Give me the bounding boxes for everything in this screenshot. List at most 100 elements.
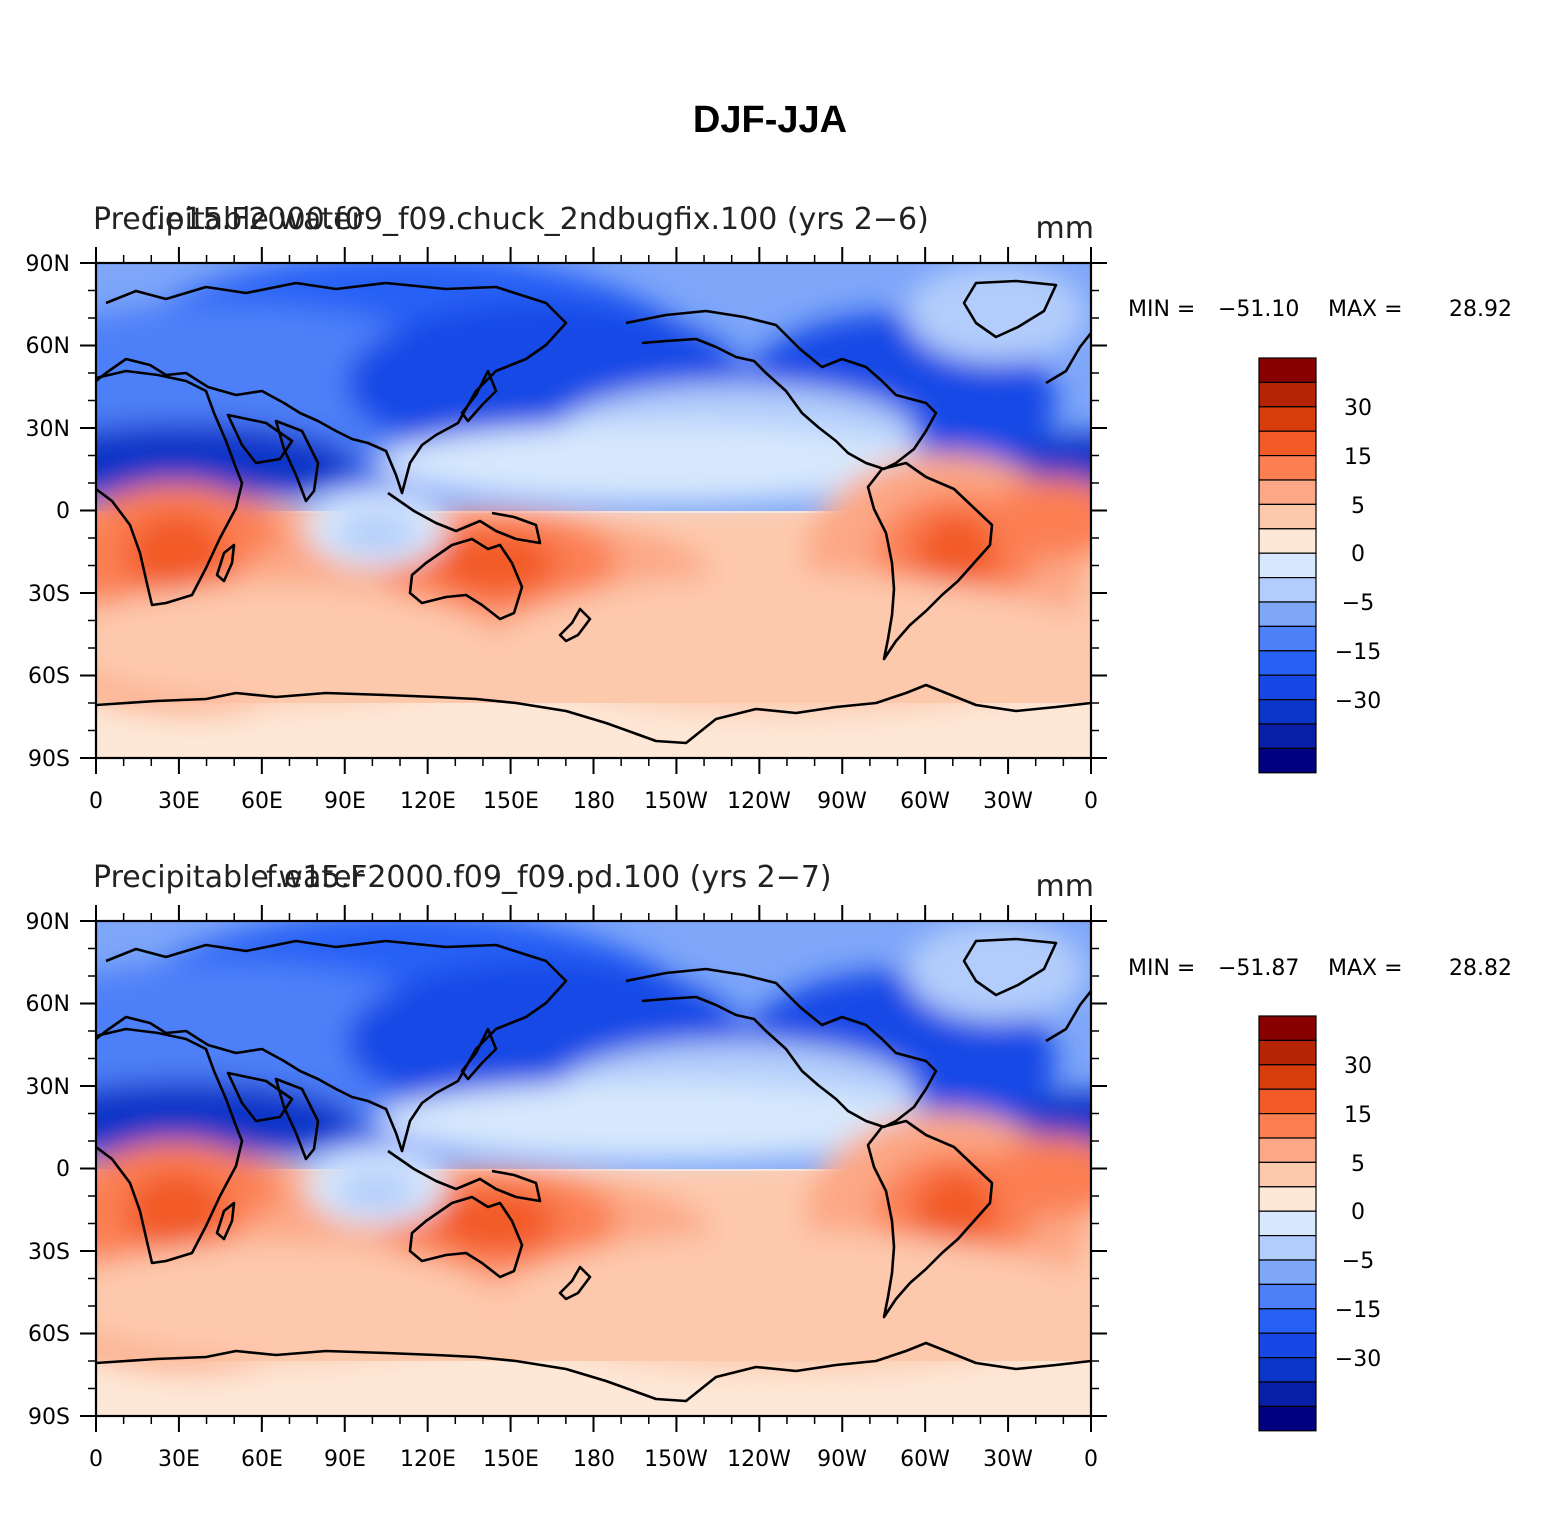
lon-tick-label: 120W: [727, 1447, 791, 1472]
colorbar-box: [1258, 1186, 1317, 1212]
map-panel-1: Precipitable water f.e15.F2000.f09_f09.c…: [26, 202, 1512, 814]
colorbar-box: [1258, 674, 1317, 701]
contour-band: [96, 703, 1091, 758]
panel-1-variable-label: Precipitable water: [93, 202, 365, 237]
coastline-japan: [460, 369, 498, 423]
lon-tick-label: 60W: [900, 789, 950, 814]
panel-2-colorbar: [1258, 1015, 1317, 1432]
contour-region: [496, 1231, 1091, 1371]
panel-1-case-title: f.e15.F2000.f09_f09.chuck_2ndbugfix.100 …: [147, 202, 929, 237]
contour-region: [906, 263, 1086, 363]
lat-tick-label: 0: [56, 499, 70, 524]
panel-1-contour-field: [96, 263, 1091, 758]
colorbar-box: [1258, 552, 1317, 579]
panel-2-case-title: f.e15.F2000.f09_f09.pd.100 (yrs 2−7): [266, 860, 832, 895]
panel-1-coastlines: [96, 279, 1091, 745]
panel-1-lat-tick-labels: 90N 60N 30N 0 30S 60S 90S: [26, 252, 70, 772]
contour-region: [916, 513, 996, 593]
colorbar-label: 5: [1351, 494, 1365, 519]
lon-tick-label: 120E: [400, 789, 456, 814]
colorbar-box: [1258, 625, 1317, 652]
coastline-europe-west: [1045, 332, 1091, 385]
contour-region: [376, 423, 936, 503]
coastline-north-america: [625, 309, 938, 471]
coastline-south-america: [866, 461, 994, 661]
lon-tick-label: 30W: [983, 789, 1033, 814]
contour-region: [496, 573, 1091, 713]
colorbar-box: [1258, 1381, 1317, 1407]
lat-tick-label: 30N: [26, 1075, 70, 1100]
colorbar-box: [1258, 1112, 1317, 1139]
contour-region: [96, 1096, 176, 1156]
coastline-eurasia-north: [96, 281, 568, 495]
contour-region: [986, 478, 1091, 558]
lon-tick-label: 30E: [158, 1447, 200, 1472]
colorbar-label: −30: [1335, 689, 1381, 714]
coastline-madagascar: [215, 1201, 236, 1241]
lon-tick-label: 30E: [158, 789, 200, 814]
colorbar-box: [1258, 1137, 1317, 1163]
colorbar-box: [1258, 455, 1317, 481]
coastline-europe-west: [1045, 990, 1091, 1043]
contour-band: [96, 1361, 1091, 1416]
coastline-maritime-continent: [387, 491, 542, 545]
lon-tick-label: 150E: [483, 1447, 539, 1472]
colorbar-box: [1258, 1405, 1317, 1432]
coastline-india: [274, 419, 320, 503]
contour-region: [96, 583, 496, 703]
max-label: MAX =: [1328, 956, 1403, 981]
panel-1-field: [96, 263, 1091, 758]
colorbar-box: [1258, 1356, 1317, 1383]
coastline-australia: [408, 537, 524, 621]
colorbar-box: [1258, 698, 1317, 725]
max-value: 28.82: [1449, 956, 1512, 981]
panel-2-stats: MIN = −51.87 MAX = 28.82: [1128, 956, 1512, 981]
contour-region: [126, 513, 226, 593]
contour-region: [986, 1136, 1091, 1216]
colorbar-label: −5: [1342, 591, 1374, 616]
colorbar-box: [1258, 1210, 1317, 1237]
coastline-japan: [460, 1027, 498, 1081]
colorbar-box: [1258, 1161, 1317, 1188]
contour-region: [376, 1081, 936, 1161]
panel-2-lon-tick-labels: 0 30E 60E 90E 120E 150E 180 150W 120W 90…: [89, 1447, 1098, 1472]
colorbar-box: [1258, 1064, 1317, 1090]
colorbar-box: [1258, 601, 1317, 627]
coastline-greenland: [962, 279, 1058, 339]
lon-tick-label: 180: [573, 789, 615, 814]
lat-tick-label: 90N: [26, 252, 70, 277]
panel-1-colorbar: [1258, 357, 1317, 774]
lon-tick-label: 90W: [817, 1447, 867, 1472]
min-label: MIN =: [1128, 956, 1195, 981]
coastline-africa: [96, 369, 244, 607]
contour-region: [96, 1241, 496, 1361]
panel-1-axes: [80, 247, 1107, 774]
coastline-south-america: [866, 1119, 994, 1319]
lon-tick-label: 60W: [900, 1447, 950, 1472]
coastline-greenland: [962, 937, 1058, 997]
lon-tick-label: 90E: [324, 789, 366, 814]
coastline-antarctica: [96, 1341, 1091, 1403]
panel-2-field: [96, 921, 1091, 1416]
colorbar-box: [1258, 1015, 1317, 1041]
colorbar-label: −30: [1335, 1347, 1381, 1372]
colorbar-box: [1258, 479, 1317, 505]
coastline-north-america: [625, 967, 938, 1129]
coastline-africa: [96, 1027, 244, 1265]
lat-tick-label: 60N: [26, 334, 70, 359]
lat-tick-label: 30N: [26, 417, 70, 442]
max-label: MAX =: [1328, 297, 1403, 322]
panel-2-coastlines: [96, 937, 1091, 1403]
coastline-antarctica: [96, 683, 1091, 745]
colorbar-box: [1258, 381, 1317, 408]
colorbar-box: [1258, 650, 1317, 676]
panel-2-lat-tick-labels: 90N 60N 30N 0 30S 60S 90S: [26, 910, 70, 1430]
colorbar-box: [1258, 1283, 1317, 1310]
lat-tick-label: 30S: [28, 582, 70, 607]
lon-tick-label: 0: [89, 1447, 103, 1472]
contour-region: [96, 438, 176, 498]
colorbar-box: [1258, 357, 1317, 383]
colorbar-box: [1258, 1332, 1317, 1359]
panel-2-contour-field: [96, 921, 1091, 1416]
